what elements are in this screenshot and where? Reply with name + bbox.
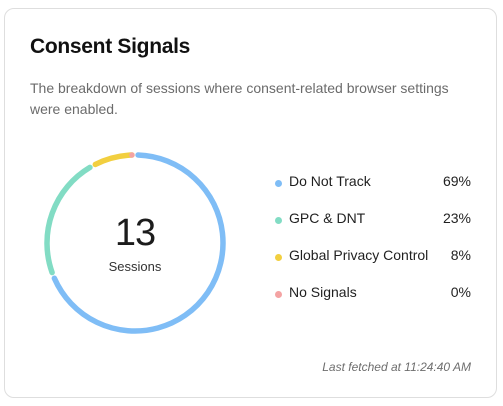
legend-dot-icon xyxy=(275,291,282,298)
legend-item-do-not-track: Do Not Track 69% xyxy=(275,173,471,210)
legend-item-gpc-dnt: GPC & DNT 23% xyxy=(275,210,471,247)
legend-dot-icon xyxy=(275,217,282,224)
legend-item-no-signals: No Signals 0% xyxy=(275,284,471,321)
legend-dot-icon xyxy=(275,254,282,261)
total-sessions-caption: Sessions xyxy=(108,258,162,274)
donut-segment-do-not-track xyxy=(51,152,226,334)
legend-value: 0% xyxy=(450,284,471,300)
legend-label: Do Not Track xyxy=(289,173,371,189)
legend-value: 8% xyxy=(450,247,471,263)
legend-item-global-privacy-control: Global Privacy Control 8% xyxy=(275,247,471,284)
legend-value: 23% xyxy=(442,210,471,226)
legend-dot-icon xyxy=(275,180,282,187)
donut-center: 13 Sessions xyxy=(35,143,235,343)
legend-label: No Signals xyxy=(289,284,357,300)
chart-legend: Do Not Track 69% GPC & DNT 23% Global Pr… xyxy=(275,173,471,321)
card-subtitle: The breakdown of sessions where consent-… xyxy=(30,80,449,117)
donut-segment-gpc-dnt xyxy=(44,164,93,276)
card-title: Consent Signals xyxy=(30,35,191,58)
total-sessions-value: 13 xyxy=(114,211,156,254)
legend-label: Global Privacy Control xyxy=(289,247,429,263)
donut-chart xyxy=(44,152,226,334)
legend-label: GPC & DNT xyxy=(289,210,366,226)
consent-signals-card: Consent Signals The breakdown of session… xyxy=(4,8,497,398)
donut-segment-no-signals xyxy=(129,152,135,158)
last-fetched-timestamp: Last fetched at 11:24:40 AM xyxy=(322,360,471,374)
legend-value: 69% xyxy=(442,173,471,189)
